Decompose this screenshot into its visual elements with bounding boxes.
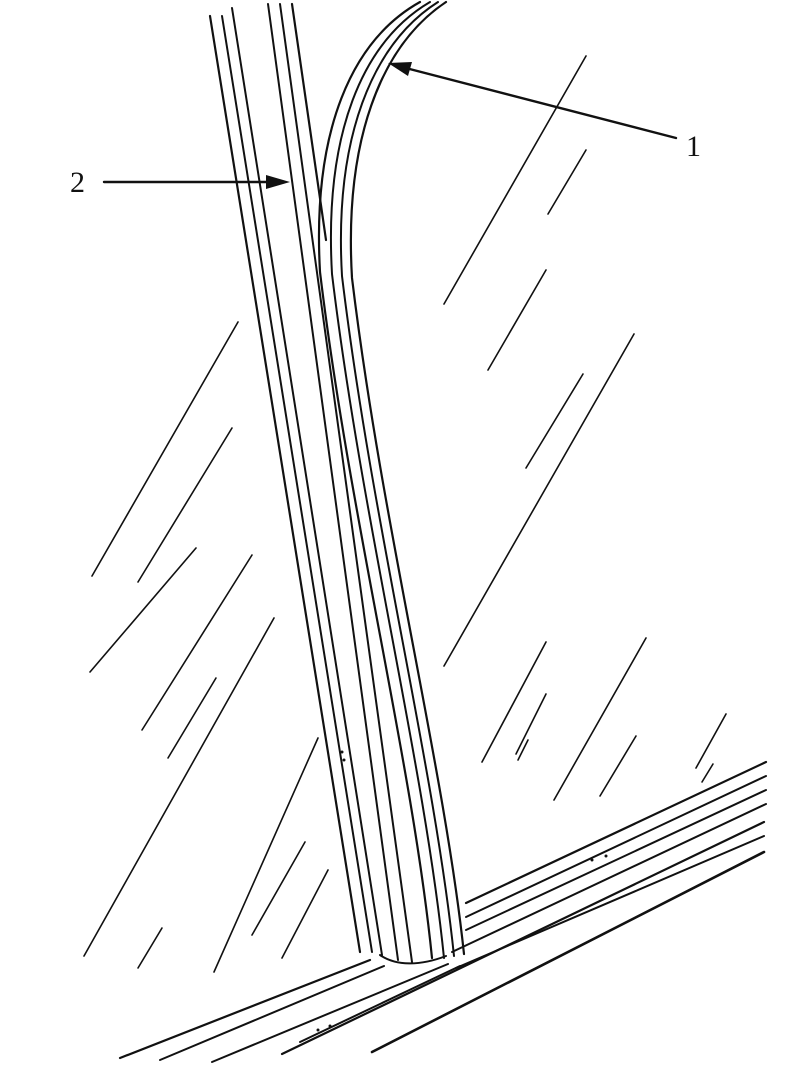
hatch-line (141, 554, 253, 731)
break-mark (342, 758, 346, 762)
bar-edge-line (208, 14, 362, 954)
break-mark (328, 1024, 332, 1028)
vertical-glazing-bar (208, 2, 413, 963)
break-mark (590, 858, 594, 862)
rail-line (451, 803, 767, 953)
hatch-line (89, 547, 197, 673)
break-mark (316, 1028, 320, 1032)
hatch-line (525, 373, 584, 469)
hatch-line (83, 617, 275, 957)
curved-glazing-bar (317, 0, 466, 965)
curved-bar-line (349, 0, 466, 956)
rail-line (211, 963, 449, 1063)
rail-line (465, 789, 767, 931)
hatch-line (517, 739, 529, 761)
bar-edge-line (221, 15, 373, 953)
hatch-line (137, 427, 233, 583)
hatch-line (599, 735, 637, 797)
callout-label-1: 1 (686, 130, 701, 163)
break-mark (604, 854, 608, 858)
rail-line (118, 958, 372, 1060)
bar-edge-line (267, 3, 399, 961)
hatch-line (701, 763, 714, 783)
hatch-line (213, 737, 319, 973)
hatch-line (443, 55, 587, 305)
hatch-line (487, 269, 547, 371)
rail-line (280, 820, 766, 1056)
callout-label-2: 2 (70, 166, 85, 199)
rail-line (464, 760, 768, 905)
bar-edge-line (279, 3, 413, 963)
hatch-line (547, 149, 587, 215)
leader-arrows (102, 62, 678, 189)
rail-line (465, 775, 767, 918)
curved-bar-line (330, 1, 445, 959)
hatch-line (515, 693, 547, 755)
rail-line (159, 965, 385, 1061)
hatch-line (553, 637, 647, 801)
break-mark (340, 750, 344, 754)
rail-line (370, 850, 766, 1054)
bar-base-cap (379, 954, 447, 965)
hatch-line (443, 333, 635, 667)
base-rail (118, 760, 768, 1063)
hatch-line (137, 927, 163, 969)
leader-line-1 (396, 64, 678, 140)
hatch-line (695, 713, 727, 769)
bar-edge-line (231, 7, 383, 956)
curved-bar-line (340, 1, 455, 957)
hatch-line (281, 869, 329, 959)
glass-hatching-left (83, 321, 329, 973)
arrowhead-1 (388, 62, 412, 76)
glass-hatching-right (443, 55, 727, 801)
rail-line (299, 965, 461, 1043)
hatch-line (91, 321, 239, 577)
arrowhead-2 (266, 175, 290, 189)
hatch-line (481, 641, 547, 763)
hatch-line (251, 841, 306, 936)
rail-line (455, 835, 765, 969)
hatch-line (167, 677, 217, 759)
curved-bar-line (317, 0, 434, 960)
